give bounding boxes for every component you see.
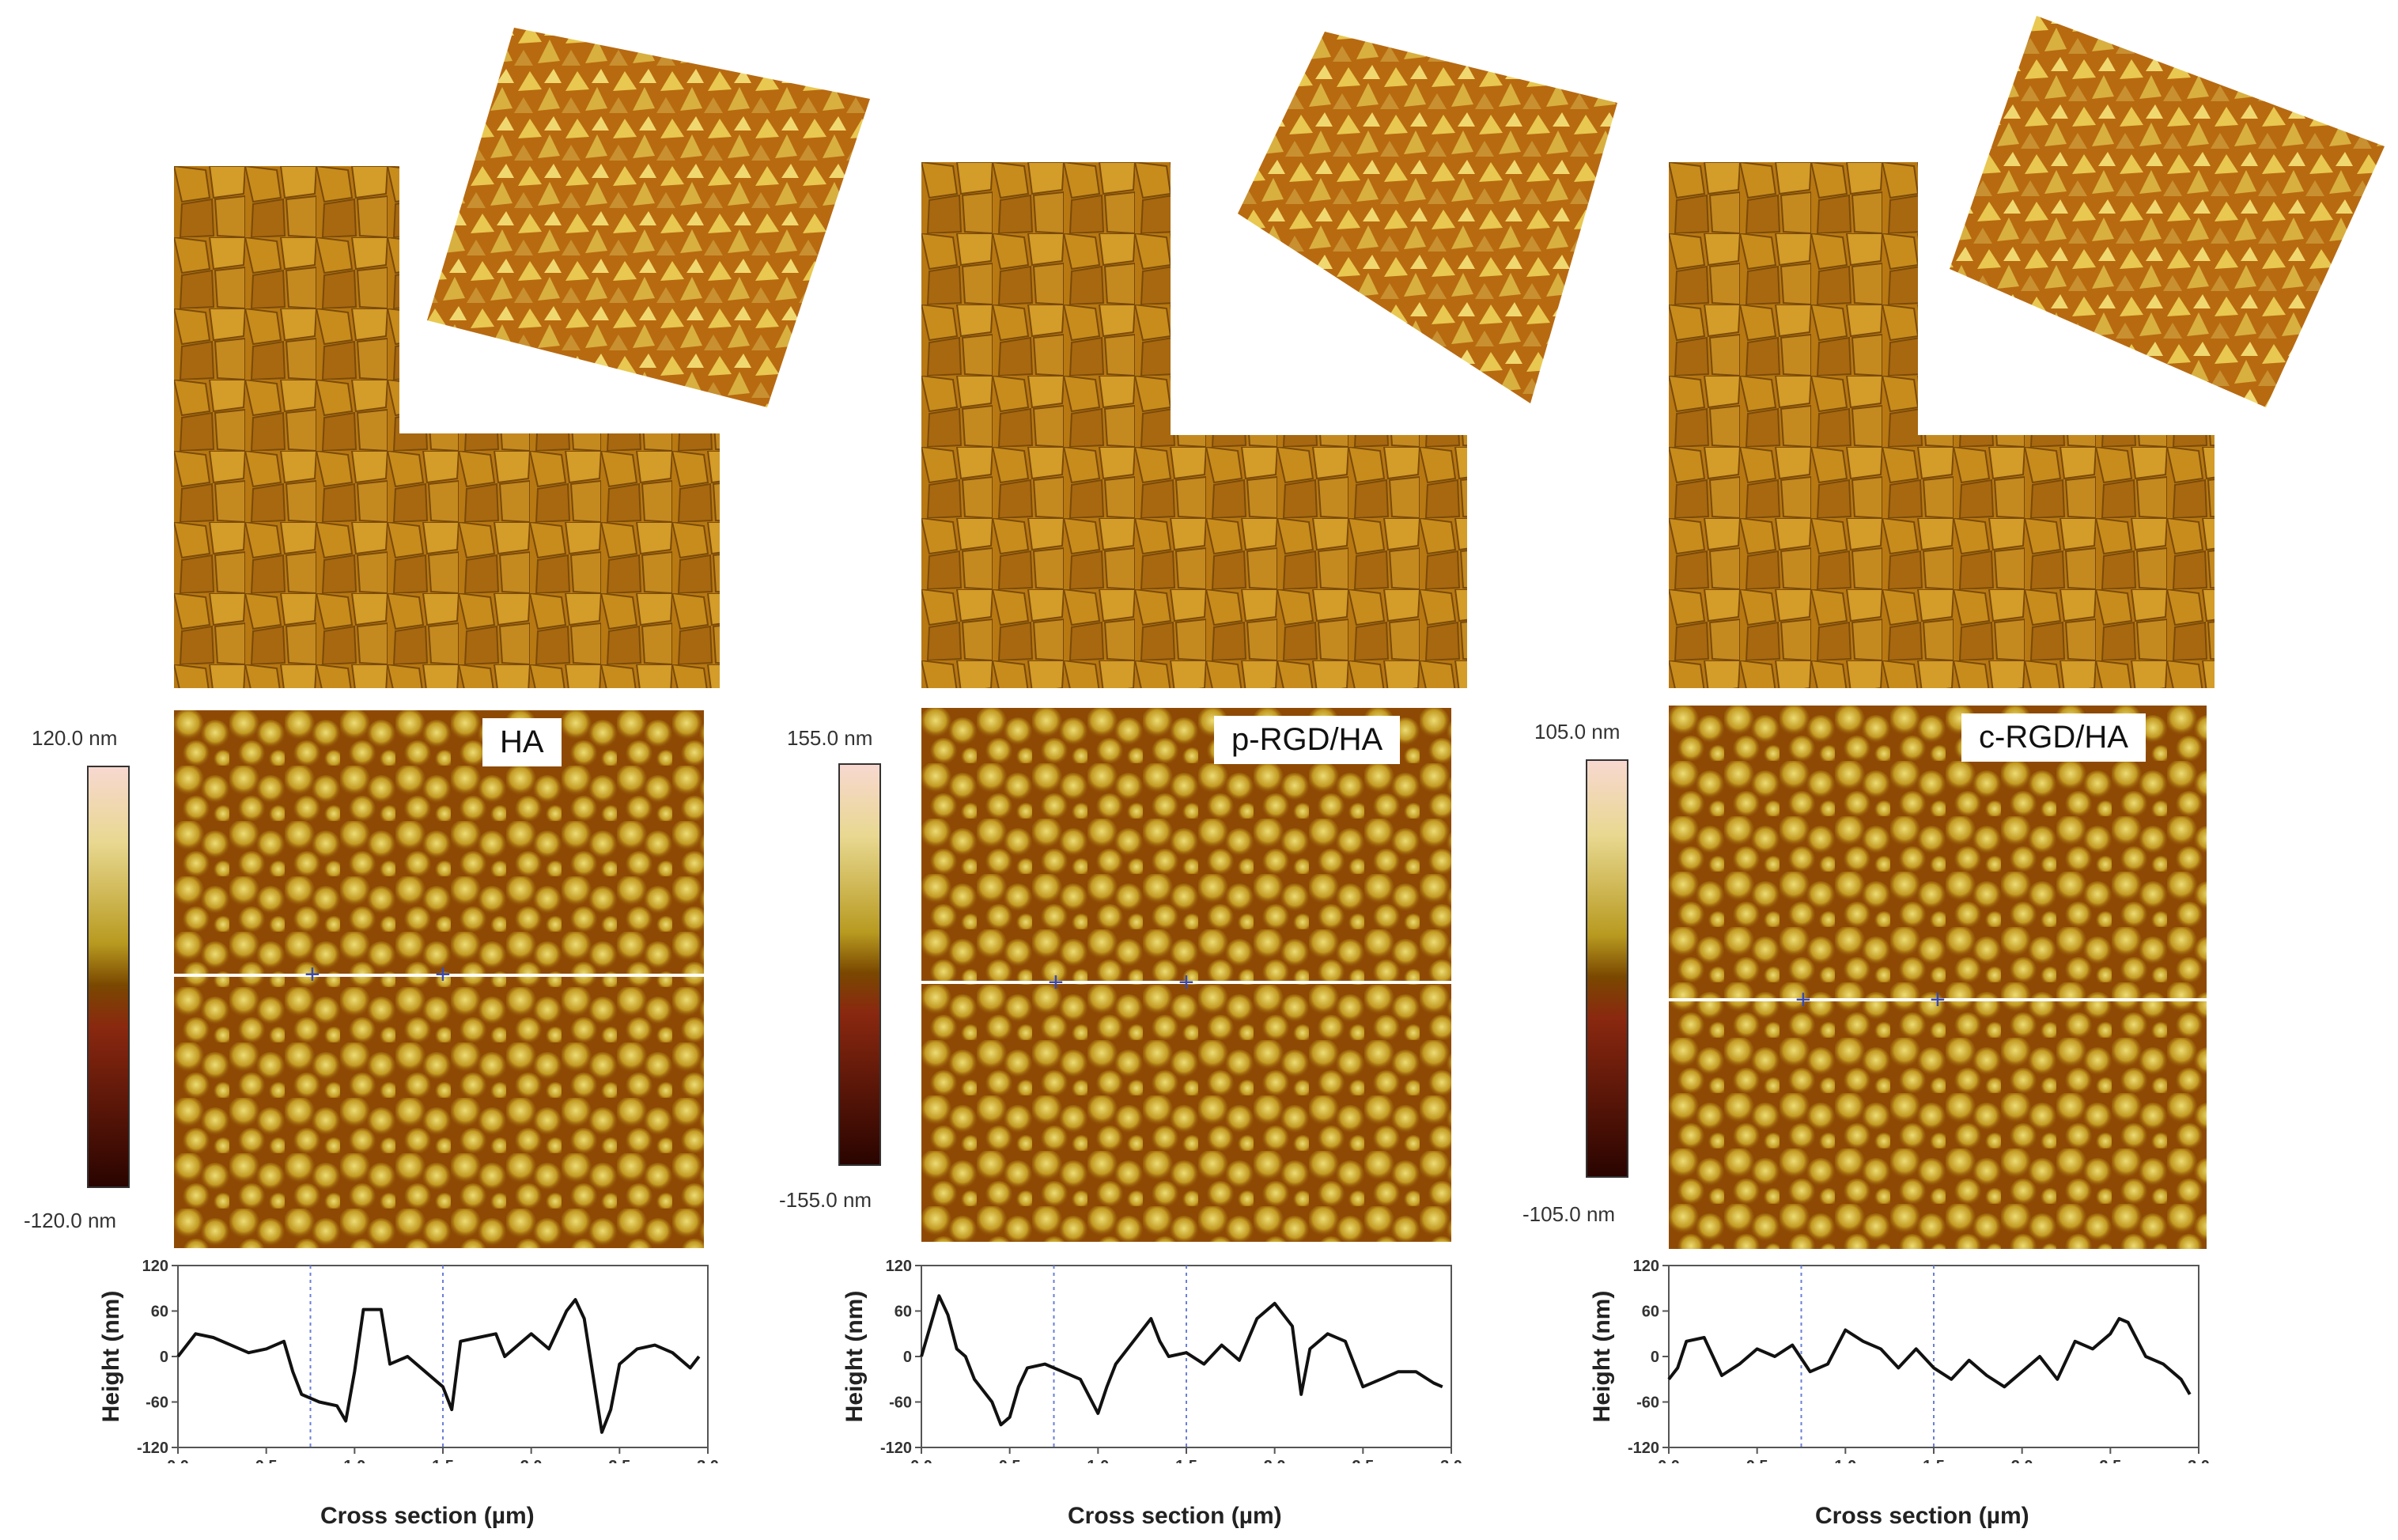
y-tick-label: -60	[889, 1394, 912, 1412]
profile-line	[1667, 1317, 2192, 1395]
height-image: + +	[174, 710, 704, 1248]
height-image: + +	[921, 708, 1451, 1242]
x-tick-label: 0.5	[1746, 1458, 1768, 1463]
svg-text:+: +	[304, 959, 320, 989]
y-tick-label: -120	[880, 1440, 912, 1457]
height-image: + +	[1669, 706, 2207, 1249]
sample-label: p-RGD/HA	[1214, 716, 1401, 764]
y-tick-label: 0	[903, 1349, 912, 1366]
colorbar-max-label: 105.0 nm	[1534, 720, 1621, 744]
panel-c-rgd-ha: + + c-RGD/HA 105.0 nm -105.0 nm 120 60 0 -6…	[1499, 0, 2385, 1540]
x-tick-label: 1.5	[1175, 1458, 1197, 1463]
x-tick-label: 3.0	[697, 1458, 719, 1463]
profile-line	[176, 1298, 701, 1434]
amplitude-image	[1669, 162, 2215, 688]
x-tick-label: 2.0	[1264, 1458, 1286, 1463]
x-tick-label: 2.5	[608, 1458, 630, 1463]
y-axis-label: Height (nm)	[98, 1291, 124, 1423]
y-tick-label: 60	[151, 1304, 168, 1321]
x-tick-label: 1.0	[1834, 1458, 1856, 1463]
svg-text:+: +	[1178, 967, 1194, 997]
x-axis-label: Cross section (µm)	[1068, 1503, 1282, 1529]
svg-text:+: +	[435, 959, 451, 989]
y-tick-label: 60	[1642, 1304, 1659, 1321]
colorbar-min-label: -155.0 nm	[779, 1188, 872, 1212]
x-tick-label: 1.0	[1087, 1458, 1109, 1463]
svg-text:+: +	[1048, 967, 1064, 997]
y-tick-label: -60	[1636, 1394, 1659, 1412]
height-profile-chart: 120 60 0 -60 -1200.0 0.5 1.0 1.5 2.0 2.5 3.0 Height…	[842, 1258, 1462, 1463]
x-tick-label: 3.0	[2188, 1458, 2210, 1463]
y-axis-label: Height (nm)	[1589, 1291, 1615, 1423]
height-profile-chart: 120 60 0 -60 -1200.0 0.5 1.0 1.5 2.0 2.5 3.0 Height…	[98, 1258, 719, 1463]
panel-ha: + + HA 120.0 nm -120.0 nm 120600-60-1200…	[0, 0, 870, 1540]
x-tick-label: 2.5	[1352, 1458, 1374, 1463]
amplitude-image	[174, 166, 720, 688]
colorbar	[87, 766, 130, 1188]
y-tick-label: -60	[146, 1394, 168, 1412]
x-tick-label: 0.0	[1658, 1458, 1680, 1463]
x-tick-label: 2.0	[2011, 1458, 2033, 1463]
y-tick-label: 60	[895, 1304, 912, 1321]
x-tick-label: 1.5	[1923, 1458, 1945, 1463]
y-tick-label: 120	[886, 1258, 912, 1275]
height-profile-chart: 120 60 0 -60 -1200.0 0.5 1.0 1.5 2.0 2.5 3.0 Height…	[1589, 1258, 2210, 1463]
x-tick-label: 2.5	[2099, 1458, 2121, 1463]
colorbar-min-label: -120.0 nm	[24, 1209, 117, 1232]
y-tick-label: 120	[142, 1258, 168, 1275]
svg-text:+: +	[1930, 985, 1946, 1015]
x-tick-label: 0.0	[167, 1458, 189, 1463]
colorbar-min-label: -105.0 nm	[1522, 1202, 1616, 1226]
topography-3d-image	[1926, 8, 2392, 411]
x-axis-label: Cross section (µm)	[1815, 1503, 2029, 1529]
colorbar-max-label: 120.0 nm	[32, 726, 118, 750]
svg-text:+: +	[1795, 985, 1811, 1015]
panel-p-rgd-ha: + + p-RGD/HA 155.0 nm -155.0 nm 120 60 0 -6…	[751, 0, 1617, 1540]
x-tick-label: 0.5	[255, 1458, 278, 1463]
y-tick-label: 0	[1651, 1349, 1659, 1366]
x-tick-label: 1.0	[343, 1458, 365, 1463]
y-axis-label: Height (nm)	[842, 1291, 868, 1423]
x-tick-label: 2.0	[520, 1458, 543, 1463]
colorbar	[838, 763, 881, 1166]
x-tick-label: 0.0	[910, 1458, 932, 1463]
y-tick-label: -120	[1628, 1440, 1659, 1457]
plot-frame	[921, 1265, 1452, 1448]
y-tick-label: 120	[1633, 1258, 1659, 1275]
x-tick-label: 1.5	[432, 1458, 454, 1463]
colorbar-max-label: 155.0 nm	[787, 726, 873, 750]
y-tick-label: 0	[160, 1349, 168, 1366]
sample-label: c-RGD/HA	[1961, 713, 2146, 762]
x-tick-label: 0.5	[999, 1458, 1021, 1463]
y-tick-label: -120	[137, 1440, 168, 1457]
topography-3d-image	[1190, 16, 1617, 411]
amplitude-image	[921, 162, 1467, 688]
x-axis-label: Cross section (µm)	[320, 1503, 535, 1529]
colorbar	[1586, 759, 1628, 1178]
x-tick-label: 3.0	[1440, 1458, 1462, 1463]
topography-3d-image	[419, 20, 870, 415]
profile-line	[920, 1294, 1443, 1427]
sample-label: HA	[482, 718, 562, 766]
